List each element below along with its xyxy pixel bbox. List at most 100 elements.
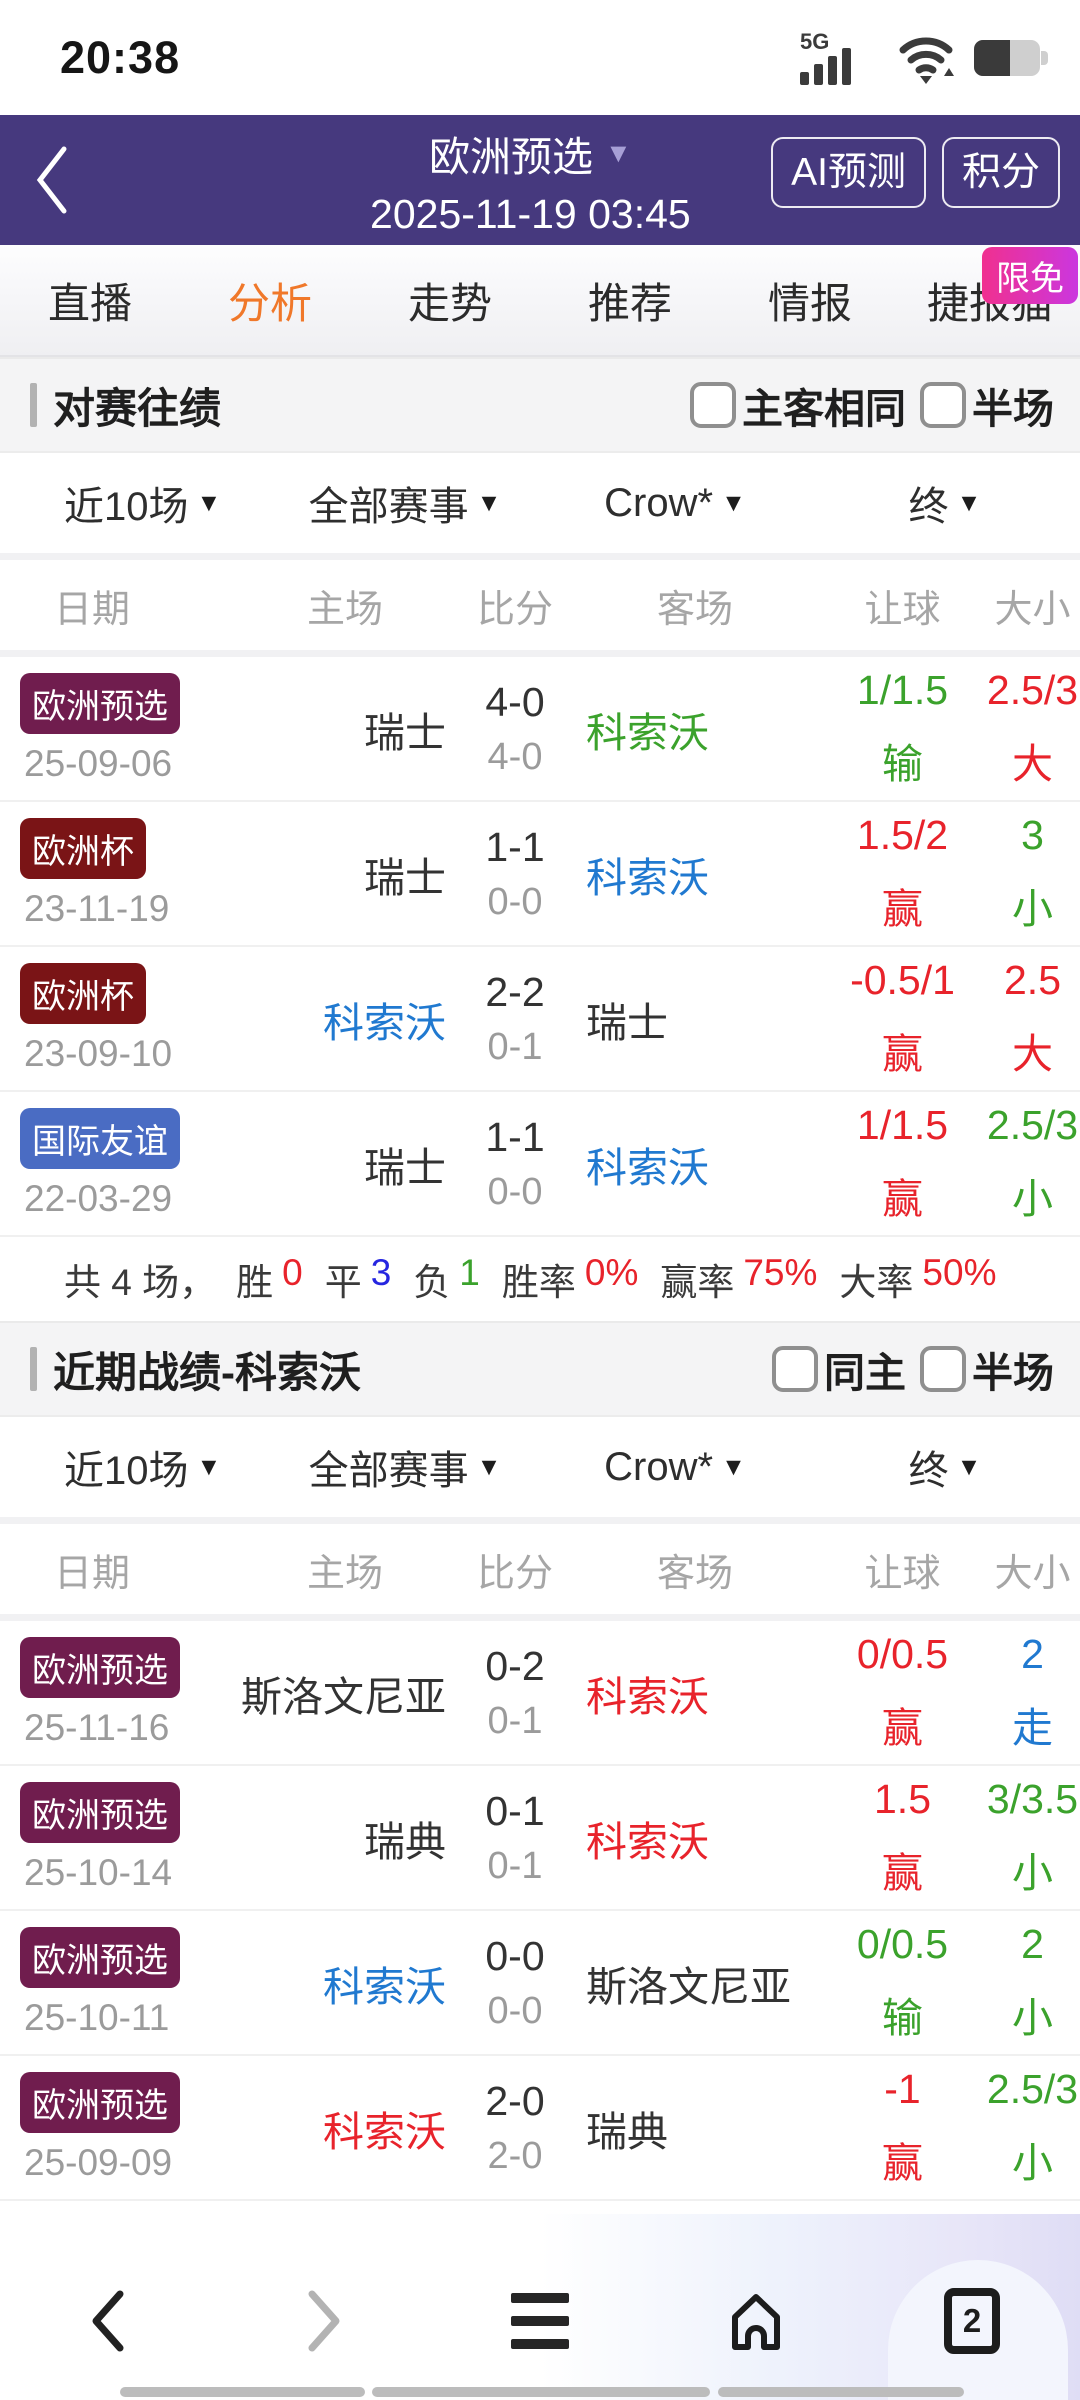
handicap-result: 赢 [882,1850,923,1896]
handicap-result: 赢 [882,2140,923,2186]
total-odds: 2 [1021,1631,1044,1677]
checkbox-option[interactable]: 半场 [920,375,1054,435]
nav-home-button[interactable] [648,2286,864,2356]
rows: 欧洲预选 25-09-06 瑞士 4-0 4-0 科索沃 1/1.5 输 2.5… [0,657,1080,1237]
score-halftime: 0-1 [487,1844,543,1887]
battery-icon [974,38,1052,78]
filter-dropdown[interactable]: 终 ▼ [810,1438,1080,1496]
filter-label: 终 [908,1449,949,1493]
nav-back-button[interactable] [0,2286,216,2356]
away-team: 斯洛文尼亚 [586,1963,791,2010]
standings-button[interactable]: 积分 [941,137,1060,208]
section-head-to-head: 对赛往绩 主客相同 半场 近10场 ▼ 全部赛事 ▼ Crow* ▼ 终 ▼ 日… [0,357,1080,1237]
filter-dropdown[interactable]: 终 ▼ [810,474,1080,532]
summary-stat: 赢率 75% [660,1252,817,1306]
column-header-label: 让球 [864,1552,941,1595]
column-header-label: 主场 [306,588,383,631]
match-row[interactable]: 欧洲预选 25-11-16 斯洛文尼亚 0-2 0-1 科索沃 0/0.5 赢 … [0,1621,1080,1766]
tab-label: 情报 [767,279,852,327]
tab-走势[interactable]: 走势 [360,270,540,331]
gesture-bar[interactable] [372,2387,710,2397]
match-row[interactable]: 欧洲杯 23-09-10 科索沃 2-2 0-1 瑞士 -0.5/1 赢 2.5… [0,947,1080,1092]
tab-直播[interactable]: 直播 [0,270,180,331]
match-row[interactable]: 国际友谊 22-03-29 瑞士 1-1 0-0 科索沃 1/1.5 赢 2.5… [0,1092,1080,1237]
handicap-odds: 0/0.5 [856,1631,949,1677]
handicap-result: 赢 [882,1705,923,1751]
filter-dropdown[interactable]: 近10场 ▼ [0,474,270,532]
checkbox[interactable] [690,382,736,428]
match-row[interactable]: 欧洲预选 25-09-09 科索沃 2-0 2-0 瑞典 -1 赢 2.5/3 … [0,2056,1080,2201]
promo-badge: 限免 [982,247,1078,304]
rows: 欧洲预选 25-11-16 斯洛文尼亚 0-2 0-1 科索沃 0/0.5 赢 … [0,1621,1080,2201]
checkbox[interactable] [920,382,966,428]
checkbox[interactable] [772,1346,818,1392]
chevron-down-icon: ▼ [476,488,502,517]
checkbox-option[interactable]: 同主 [772,1339,906,1399]
nav-highlight-bump [888,2260,1068,2400]
tab-分析[interactable]: 分析 [180,270,360,331]
checkbox-option[interactable]: 主客相同 [690,375,906,435]
checkbox-group: 同主 半场 [772,1339,1054,1399]
filter-dropdown[interactable]: 全部赛事 ▼ [270,1438,540,1496]
total-odds: 3 [1021,812,1044,858]
filter-label: 近10场 [64,485,189,529]
total-result: 小 [1012,886,1053,932]
handicap-result: 输 [882,1995,923,2041]
column-header: 日期 主场 比分 客场 让球 大小 [0,560,1080,650]
checkbox-group: 主客相同 半场 [690,375,1054,435]
stat-value: 75% [743,1252,818,1293]
tab-推荐[interactable]: 推荐 [540,270,720,331]
column-header-label: 大小 [994,588,1071,631]
away-team: 瑞典 [586,2108,668,2155]
total-result: 小 [1012,1176,1053,1222]
handicap-result: 赢 [882,1176,923,1222]
filter-dropdown[interactable]: Crow* ▼ [540,481,810,526]
checkbox-label: 半场 [972,386,1054,432]
filter-dropdown[interactable]: 全部赛事 ▼ [270,474,540,532]
score-halftime: 0-0 [487,1989,543,2032]
column-header-label: 比分 [476,1552,553,1595]
chevron-down-icon: ▼ [605,137,632,168]
total-result: 小 [1012,1850,1053,1896]
away-team: 科索沃 [586,1818,709,1865]
ai-predict-button[interactable]: AI预测 [771,137,926,208]
home-team: 科索沃 [323,999,446,1046]
league-badge: 欧洲预选 [20,1926,180,1988]
nav-forward-button[interactable] [216,2286,432,2356]
filter-dropdown[interactable]: Crow* ▼ [540,1445,810,1490]
stat-label: 赢率 [660,1262,735,1303]
league-selector[interactable]: 欧洲预选 ▼ [370,123,691,183]
handicap-odds: -1 [884,2066,921,2112]
match-row[interactable]: 欧洲预选 25-10-11 科索沃 0-0 0-0 斯洛文尼亚 0/0.5 输 … [0,1911,1080,2056]
tab-情报[interactable]: 情报 [720,270,900,331]
gesture-bar[interactable] [718,2387,964,2397]
league-badge: 欧洲预选 [20,672,180,734]
accent-bar [30,1347,37,1391]
checkbox[interactable] [920,1346,966,1392]
section-recent-form: 近期战绩-科索沃 同主 半场 近10场 ▼ 全部赛事 ▼ Crow* ▼ 终 ▼… [0,1321,1080,2201]
match-date: 22-03-29 [24,1177,173,1219]
status-bar: 20:38 5G [0,0,1080,115]
filter-dropdown[interactable]: 近10场 ▼ [0,1438,270,1496]
back-button[interactable] [30,139,82,221]
column-header-label: 比分 [476,588,553,631]
score-fulltime: 0-0 [485,1932,545,1979]
app-header: 欧洲预选 ▼ 2025-11-19 03:45 AI预测 积分 [0,115,1080,245]
section-header: 对赛往绩 主客相同 半场 [0,357,1080,453]
match-row[interactable]: 欧洲预选 25-10-14 瑞典 0-1 0-1 科索沃 1.5 赢 3/3.5… [0,1766,1080,1911]
checkbox-option[interactable]: 半场 [920,1339,1054,1399]
gesture-bar[interactable] [120,2387,365,2397]
column-header: 日期 主场 比分 客场 让球 大小 [0,1524,1080,1614]
filter-label: 近10场 [64,1449,189,1493]
section-title-wrap: 对赛往绩 [30,375,221,436]
away-team: 瑞士 [586,999,668,1046]
match-row[interactable]: 欧洲预选 25-09-06 瑞士 4-0 4-0 科索沃 1/1.5 输 2.5… [0,657,1080,802]
nav-menu-button[interactable] [432,2286,648,2356]
score-halftime: 4-0 [487,735,543,778]
chevron-down-icon: ▼ [721,1452,746,1481]
stat-label: 胜率 [501,1262,576,1303]
match-row[interactable]: 欧洲杯 23-11-19 瑞士 1-1 0-0 科索沃 1.5/2 赢 3 小 [0,802,1080,947]
total-result: 小 [1012,2140,1053,2186]
nav-tabs-button[interactable]: 2 [864,2286,1080,2356]
handicap-result: 输 [882,741,923,787]
